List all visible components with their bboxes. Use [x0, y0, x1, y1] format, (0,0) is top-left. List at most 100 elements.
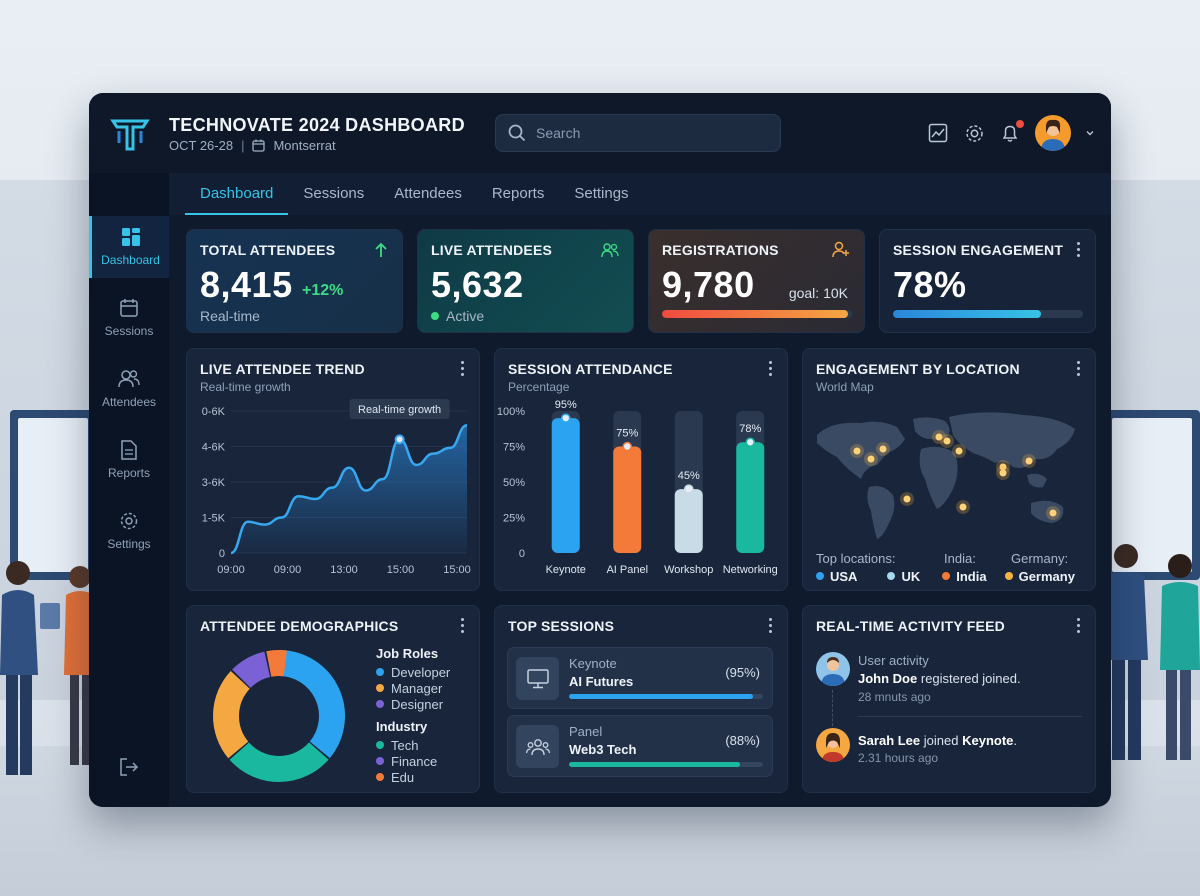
- tab-attendees[interactable]: Attendees: [394, 185, 462, 202]
- person-illustration-left: [0, 561, 96, 775]
- legend-usa: USA: [816, 568, 857, 584]
- session-name: Web3 Tech: [569, 742, 637, 757]
- demographics-more-icon[interactable]: [461, 618, 465, 636]
- map-location-dot: [879, 445, 887, 453]
- kpi-live-attendees: LIVE ATTENDEES 5,632 Active: [417, 229, 634, 333]
- y-tick-label: 0-6K: [202, 406, 226, 418]
- sidebar-item-reports[interactable]: Reports: [89, 429, 169, 491]
- industry-heading: Industry: [376, 719, 428, 734]
- legend-manager: Manager: [376, 680, 450, 696]
- bar-point: [684, 484, 694, 494]
- engagement-location-subtitle: World Map: [816, 380, 874, 394]
- x-category-label: AI Panel: [606, 564, 648, 576]
- session-name: AI Futures: [569, 674, 634, 689]
- user-avatar[interactable]: [1035, 115, 1071, 151]
- sidebar-item-dashboard[interactable]: Dashboard: [89, 216, 169, 278]
- analytics-icon[interactable]: [927, 122, 949, 144]
- session-progress-track: [569, 694, 763, 699]
- session-attendance-more-icon[interactable]: [769, 361, 773, 379]
- map-location-dot: [853, 447, 861, 455]
- grid-icon: [121, 228, 140, 246]
- y-tick-label: 0: [519, 548, 525, 560]
- donut-segment: [229, 741, 329, 782]
- session-percentage: (95%): [725, 665, 760, 680]
- session-progress-fill: [569, 694, 754, 699]
- x-tick-label: 09:00: [274, 564, 302, 576]
- tab-sessions[interactable]: Sessions: [303, 185, 365, 202]
- sidebar-label-attendees: Attendees: [101, 395, 157, 409]
- arrow-up-icon: [375, 242, 387, 257]
- monitor-icon: [516, 657, 559, 700]
- top-session-item[interactable]: Keynote AI Futures (95%): [507, 647, 773, 709]
- x-category-label: Networking: [723, 564, 778, 576]
- engagement-progress-track: [893, 310, 1083, 318]
- world-map: [817, 412, 1075, 539]
- technovate-logo-icon: [110, 119, 150, 151]
- legend-tech: Tech: [376, 737, 450, 753]
- feed-user-name: John Doe: [858, 671, 918, 686]
- top-bar: TECHNOVATE 2024 DASHBOARD OCT 26-28 | Mo…: [89, 93, 1111, 173]
- x-tick-label: 15:00: [443, 564, 471, 576]
- notification-bell-icon[interactable]: [999, 120, 1024, 144]
- kpi-total-title: TOTAL ATTENDEES: [200, 242, 336, 258]
- engagement-location-more-icon[interactable]: [1077, 361, 1081, 379]
- live-trend-more-icon[interactable]: [461, 361, 465, 379]
- session-attendance-title: SESSION ATTENDANCE: [508, 361, 673, 377]
- event-dates: OCT 26-28: [169, 138, 234, 153]
- search-input[interactable]: [536, 125, 756, 141]
- settings-gear-icon[interactable]: [963, 122, 985, 144]
- tab-reports[interactable]: Reports: [491, 185, 545, 202]
- bar-data-label: 95%: [555, 399, 577, 411]
- bar: [613, 446, 642, 553]
- sidebar-logout[interactable]: [89, 747, 169, 787]
- sarah-lee-avatar: [816, 728, 850, 762]
- y-tick-label: 0: [219, 548, 225, 560]
- y-tick-label: 3-6K: [202, 477, 226, 489]
- feed-item-text: Sarah Lee joined Keynote.: [858, 733, 1018, 748]
- top-sessions-card: TOP SESSIONS Keynote AI Futures (95%) Pa…: [494, 605, 788, 793]
- kpi-registrations-goal: goal: 10K: [788, 285, 848, 301]
- feed-divider: [858, 716, 1082, 717]
- x-tick-label: 13:00: [330, 564, 358, 576]
- session-attendance-card: SESSION ATTENDANCE Percentage 100% 75% 50%…: [494, 348, 788, 591]
- calendar-icon: [120, 299, 138, 317]
- engagement-progress-fill: [893, 310, 1042, 318]
- donut-segment: [232, 651, 271, 689]
- job-roles-heading: Job Roles: [376, 646, 439, 661]
- donut-segment: [278, 650, 345, 759]
- gear-icon: [120, 512, 138, 530]
- registrations-progress-fill: [662, 310, 848, 318]
- kpi-engagement-value: 78%: [893, 264, 967, 305]
- demographics-card: ATTENDEE DEMOGRAPHICS Job Roles Develope…: [186, 605, 480, 793]
- legend-edu: Edu: [376, 769, 450, 785]
- feed-action: registered joined.: [920, 671, 1021, 686]
- map-location-dot: [935, 433, 943, 441]
- sidebar-item-settings[interactable]: Settings: [89, 500, 169, 562]
- feed-time: 28 mnuts ago: [858, 690, 931, 704]
- legend-uk: UK: [887, 568, 920, 584]
- legend-germany: Germany: [1004, 568, 1075, 584]
- map-location-dot: [999, 463, 1007, 471]
- top-session-item[interactable]: Panel Web3 Tech (88%): [507, 715, 773, 777]
- kpi-engagement-more-icon[interactable]: [1077, 242, 1081, 260]
- kpi-live-title: LIVE ATTENDEES: [431, 242, 553, 258]
- y-tick-label: 75%: [503, 442, 525, 454]
- sidebar-item-attendees[interactable]: Attendees: [89, 358, 169, 420]
- bar-data-label: 78%: [739, 423, 761, 435]
- sidebar-item-sessions[interactable]: Sessions: [89, 287, 169, 349]
- tab-dashboard[interactable]: Dashboard: [185, 173, 289, 215]
- search-box[interactable]: [495, 114, 781, 152]
- y-tick-label: 100%: [497, 406, 525, 418]
- y-tick-label: 1-5K: [202, 513, 226, 525]
- tab-settings[interactable]: Settings: [574, 185, 629, 202]
- activity-feed-more-icon[interactable]: [1077, 618, 1081, 636]
- donut-segment: [213, 670, 251, 759]
- bar-data-label: 45%: [678, 470, 700, 482]
- event-info: OCT 26-28 | Montserrat: [169, 138, 336, 153]
- top-sessions-more-icon[interactable]: [769, 618, 773, 636]
- kpi-live-status: Active: [431, 308, 484, 324]
- logout-icon: [120, 758, 139, 776]
- germany-label: Germany:: [1011, 551, 1069, 566]
- chevron-down-icon[interactable]: [1085, 128, 1095, 138]
- x-tick-label: 15:00: [387, 564, 415, 576]
